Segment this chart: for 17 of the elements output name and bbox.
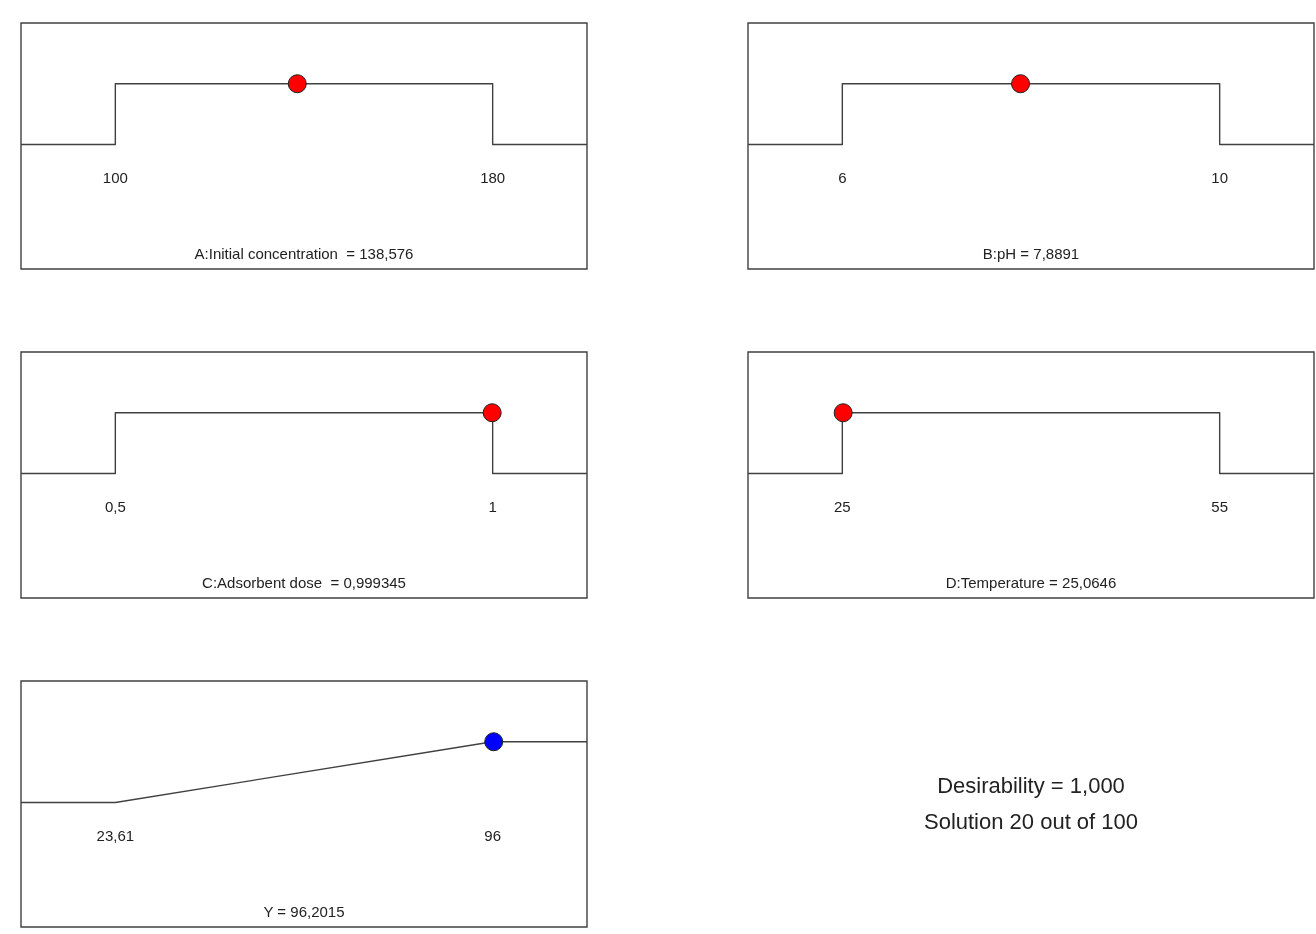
x-axis-title: A:Initial concentration = 138,576: [194, 245, 414, 263]
x-tick-label: 100: [102, 168, 128, 186]
x-tick-label: 55: [1211, 497, 1229, 515]
x-axis-title: D:Temperature = 25,0646: [945, 574, 1117, 592]
x-tick-label: 1: [488, 497, 497, 515]
x-tick-label: 180: [480, 168, 506, 186]
x-axis-title: C:Adsorbent dose = 0,999345: [202, 574, 406, 592]
text: Desirability = 1,000: [936, 772, 1126, 800]
x-tick-label: 6: [838, 168, 847, 186]
x-tick-label: 25: [833, 497, 851, 515]
x-tick-label: 10: [1211, 168, 1229, 186]
x-tick-label: 96: [484, 826, 502, 844]
x-tick-label: 23,61: [96, 826, 135, 844]
x-tick-label: 0,5: [104, 497, 126, 515]
x-axis-title: B:pH = 7,8891: [982, 245, 1080, 263]
x-axis-title: Y = 96,2015: [263, 903, 345, 921]
text: Solution 20 out of 100: [922, 808, 1140, 836]
